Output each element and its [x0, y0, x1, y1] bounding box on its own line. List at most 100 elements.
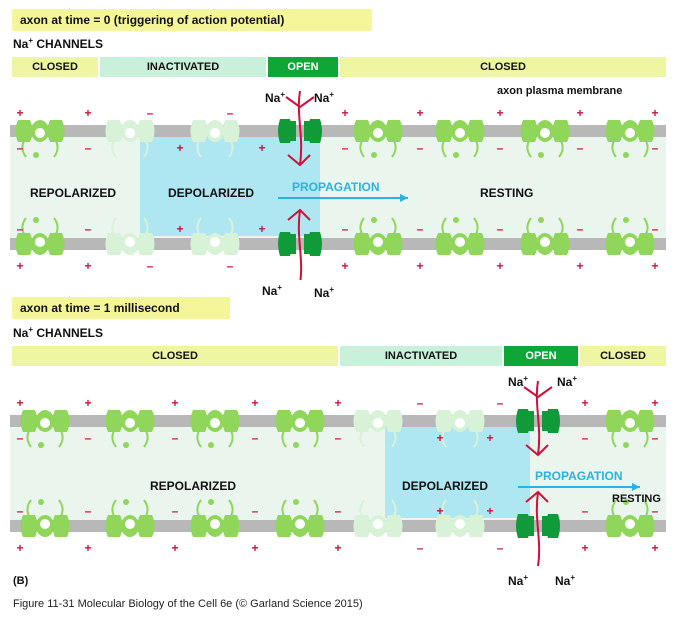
plus-charge: +: [84, 541, 91, 555]
minus-charge: –: [652, 222, 659, 236]
channel-pore-hole: [40, 519, 50, 529]
channel-tail-left: [196, 430, 202, 448]
channel-tail-right: [228, 217, 234, 235]
channel-ball: [623, 152, 629, 158]
channel-pore-hole: [625, 418, 635, 428]
na-channel-open: [278, 119, 322, 143]
channel-subunit-right: [552, 233, 570, 255]
na-channel-closed: [520, 217, 570, 255]
channel-ball: [293, 442, 299, 448]
channel-ball: [453, 152, 459, 158]
channel-subunit-right: [637, 410, 655, 432]
top-membrane-label: axon plasma membrane: [497, 85, 623, 97]
channel-ball: [293, 499, 299, 505]
channel-tail-right: [473, 430, 479, 448]
channel-ball: [38, 499, 44, 505]
na-channel-closed: [190, 499, 240, 537]
na-channel-closed: [520, 120, 570, 158]
axon-cytosol: [10, 135, 666, 238]
channel-pore-hole: [125, 128, 135, 138]
minus-charge: –: [342, 141, 349, 155]
bottom-bar-closed-left: CLOSED: [12, 346, 338, 366]
channel-tail-right: [143, 499, 149, 517]
channel-tail-right: [643, 499, 649, 517]
na-channel-inact: [190, 120, 240, 158]
channel-subunit-right: [222, 515, 240, 537]
plus-charge: +: [486, 431, 493, 445]
plus-charge: +: [581, 396, 588, 410]
channel-subunit-right: [222, 120, 240, 142]
channel-subunit-right: [552, 120, 570, 142]
channel-subunit-left: [105, 410, 123, 432]
channel-subunit-right: [467, 410, 485, 432]
membrane-lower: [10, 238, 666, 250]
minus-charge: –: [17, 431, 24, 445]
top-bar-closed-right: CLOSED: [340, 57, 666, 77]
plus-charge: +: [576, 259, 583, 273]
na-influx-arrow-upper-fork: [285, 96, 315, 109]
plus-charge: +: [416, 259, 423, 273]
channel-ball: [371, 152, 377, 158]
plus-charge: +: [176, 141, 183, 155]
plus-charge: +: [258, 222, 265, 236]
bottom-region-resting: RESTING: [612, 493, 661, 505]
channel-subunit-left: [520, 120, 538, 142]
channel-pore-hole: [125, 237, 135, 247]
na-influx-arrow-upper-head: [287, 154, 311, 167]
minus-charge: –: [172, 504, 179, 518]
bottom-na-ion-upper-left: Na+: [508, 374, 529, 389]
na-channel-closed: [190, 410, 240, 448]
na-channel-closed: [353, 120, 403, 158]
channel-subunit-left: [435, 410, 453, 432]
axon-cytosol: [10, 425, 666, 520]
channel-tail-right: [391, 499, 397, 517]
channel-ball: [33, 152, 39, 158]
na-channel-closed: [105, 499, 155, 537]
channel-subunit-right: [307, 410, 325, 432]
channel-subunit-right: [52, 410, 70, 432]
minus-charge: –: [172, 431, 179, 445]
channel-subunit-left: [190, 515, 208, 537]
top-channels-heading: Na+ CHANNELS: [13, 36, 104, 51]
channel-subunit-left: [20, 515, 38, 537]
na-channel-closed: [105, 410, 155, 448]
plus-charge: +: [84, 259, 91, 273]
channel-subunit-left: [353, 515, 371, 537]
channel-pore-hole: [373, 519, 383, 529]
minus-charge: –: [497, 396, 504, 410]
plus-charge: +: [651, 106, 658, 120]
bottom-propagation-label: PROPAGATION: [535, 469, 623, 483]
channel-subunit-right: [222, 233, 240, 255]
channel-subunit-left: [190, 410, 208, 432]
bottom-region-depolarized: DEPOLARIZED: [402, 479, 489, 493]
top-region-resting: RESTING: [480, 186, 534, 200]
channel-subunit-left: [605, 410, 623, 432]
channel-pore-hole: [35, 128, 45, 138]
top-region-repolarized: REPOLARIZED: [30, 186, 117, 200]
channel-tail-right: [558, 217, 564, 235]
channel-tail-left: [196, 140, 202, 158]
plus-charge: +: [16, 259, 23, 273]
minus-charge: –: [417, 541, 424, 555]
panel-letter: (B): [13, 575, 29, 587]
channel-pore-hole: [125, 418, 135, 428]
channel-subunit-right: [637, 515, 655, 537]
channel-subunit-right: [467, 233, 485, 255]
top-panel-title: axon at time = 0 (triggering of action p…: [12, 9, 372, 31]
channel-tail-right: [58, 499, 64, 517]
propagation-arrow-head: [400, 194, 408, 202]
plus-charge: +: [496, 106, 503, 120]
channel-subunit-right: [637, 120, 655, 142]
channel-subunit-left: [278, 232, 292, 256]
bottom-bar-closed-right: CLOSED: [580, 346, 666, 366]
minus-charge: –: [577, 141, 584, 155]
channel-tail-left: [359, 140, 365, 158]
channel-subunit-left: [190, 120, 208, 142]
channel-subunit-right: [385, 120, 403, 142]
na-channel-closed: [275, 499, 325, 537]
channel-subunit-right: [137, 515, 155, 537]
channel-subunit-right: [385, 233, 403, 255]
channel-subunit-left: [15, 233, 33, 255]
channel-pore-hole: [455, 418, 465, 428]
channel-gate-right: [542, 411, 548, 431]
